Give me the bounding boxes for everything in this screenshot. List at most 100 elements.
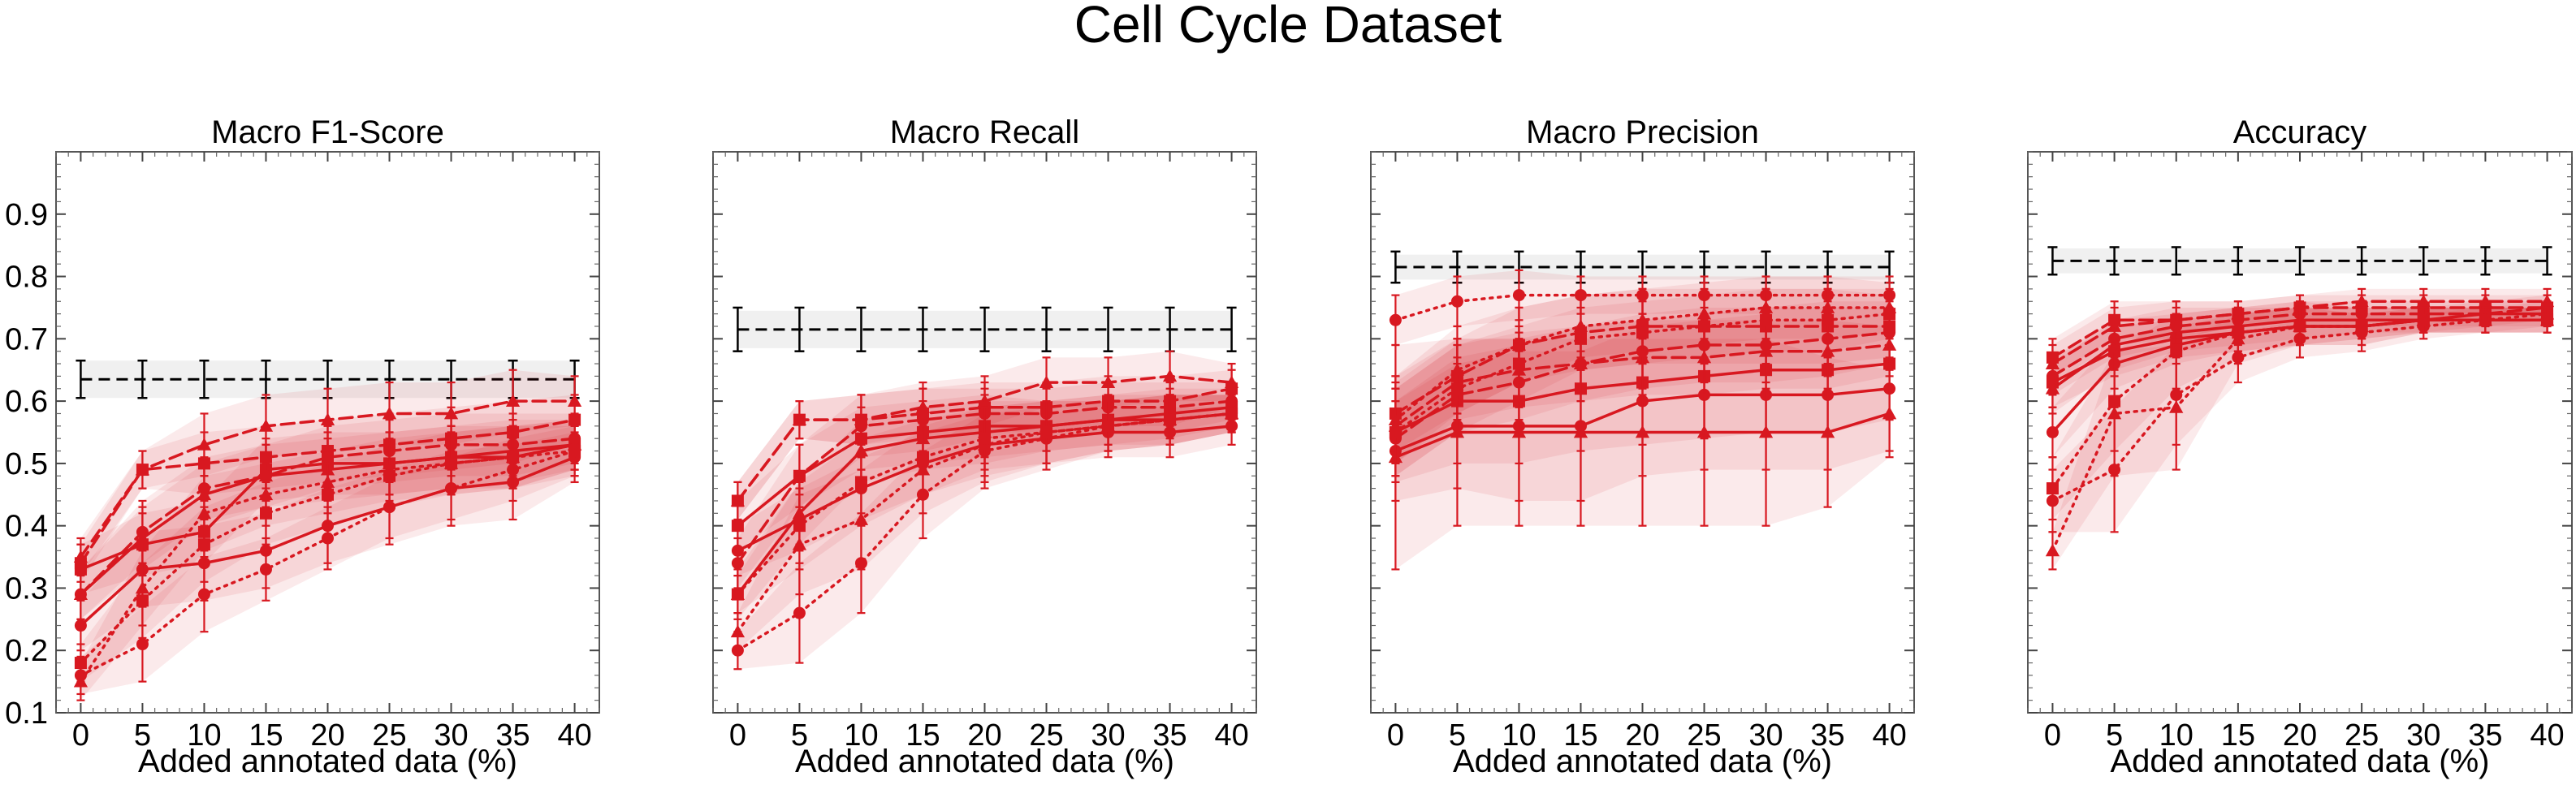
y-tick-label: 0.1	[5, 697, 48, 731]
y-tick-label: 0.3	[5, 571, 48, 606]
data-point	[197, 588, 210, 601]
panel-macro-recall: Macro Recall Added annotated data (%) 0 5…	[712, 114, 1257, 779]
baseline-error-bar	[137, 359, 148, 399]
panel-macro-precision: Macro Precision Added annotated data (%)…	[1370, 114, 1915, 779]
data-point	[322, 488, 334, 501]
data-point	[2541, 313, 2554, 326]
x-tick-label: 0	[1387, 718, 1404, 753]
data-point	[2355, 320, 2368, 333]
x-tick-label: 30	[434, 718, 468, 753]
x-tick-label: 0	[729, 718, 746, 753]
data-point	[1635, 425, 1650, 438]
data-point	[1102, 420, 1115, 433]
series-5-line	[79, 437, 577, 596]
data-point	[136, 638, 149, 651]
x-tick-label: 15	[905, 718, 940, 753]
panel-title: Macro Precision	[1526, 114, 1759, 150]
x-tick-label: 25	[2345, 718, 2379, 753]
data-point	[1698, 320, 1711, 333]
data-point	[74, 619, 87, 632]
data-point	[1511, 425, 1527, 438]
data-point	[383, 469, 396, 482]
data-point	[916, 451, 929, 464]
series-8	[74, 425, 581, 683]
data-point	[1573, 425, 1588, 438]
baseline-error-bar	[1390, 250, 1401, 284]
data-point	[259, 507, 272, 520]
x-tick-label: 20	[1625, 718, 1659, 753]
x-tick-label: 35	[2468, 718, 2502, 753]
y-tick-label: 0.2	[5, 634, 48, 668]
baseline-error-bar	[2171, 246, 2181, 276]
panel-macro-f1-score: Macro F1-Score Added annotated data (%) …	[5, 114, 600, 779]
baseline-error-bar	[918, 306, 928, 352]
x-axis-label: Added annotated data (%)	[1453, 744, 1832, 779]
data-point	[2479, 313, 2492, 326]
x-tick-label: 30	[2406, 718, 2440, 753]
data-point	[793, 520, 806, 533]
data-point	[136, 594, 149, 607]
baseline-error-bar	[2109, 246, 2120, 276]
data-point	[793, 469, 806, 482]
x-axis-label: Added annotated data (%)	[2110, 744, 2489, 779]
data-point	[730, 624, 746, 638]
x-tick-label: 35	[495, 718, 529, 753]
x-tick-label: 40	[557, 718, 591, 753]
data-point	[322, 532, 334, 545]
x-tick-label: 25	[1029, 718, 1063, 753]
data-point	[731, 494, 744, 507]
data-point	[793, 606, 806, 619]
data-point	[197, 538, 210, 551]
x-axis-label: Added annotated data (%)	[138, 744, 517, 779]
x-tick-label: 5	[134, 718, 151, 753]
x-tick-label: 30	[1748, 718, 1783, 753]
panel-accuracy: Accuracy Added annotated data (%) 0 5 10 15…	[2027, 114, 2573, 779]
data-point	[1389, 426, 1402, 438]
x-tick-label: 35	[1152, 718, 1186, 753]
x-tick-label: 5	[2106, 718, 2123, 753]
series-8	[2046, 306, 2554, 521]
plot-area	[730, 306, 1239, 671]
data-point	[136, 525, 149, 538]
baseline-error-bar	[2295, 246, 2305, 276]
baseline-error-bar	[2542, 246, 2552, 276]
y-tick-label: 0.6	[5, 385, 48, 419]
plot-area	[1388, 250, 1897, 571]
baseline-error-bar	[794, 306, 805, 352]
series-5-line	[736, 399, 1234, 565]
plot-area	[2045, 246, 2555, 571]
series-8	[1389, 287, 1896, 477]
data-point	[731, 557, 744, 570]
data-point	[1696, 425, 1712, 438]
y-tick-label: 0.5	[5, 447, 48, 481]
data-point	[2232, 326, 2245, 339]
series-4-line	[736, 387, 1234, 502]
panel-title: Accuracy	[2233, 114, 2367, 150]
data-point	[2293, 320, 2306, 333]
data-point	[1574, 332, 1587, 345]
baseline-error-bar	[1226, 306, 1237, 352]
data-point	[2170, 345, 2183, 358]
x-tick-label: 0	[72, 718, 89, 753]
series-8-line	[79, 449, 577, 665]
data-point	[1040, 426, 1053, 438]
baseline-error-bar	[2232, 246, 2243, 276]
data-point	[1225, 407, 1238, 420]
x-tick-label: 15	[249, 718, 283, 753]
data-point	[1636, 326, 1649, 339]
x-tick-label: 35	[1810, 718, 1844, 753]
data-point	[1450, 295, 1463, 308]
data-point	[1450, 382, 1463, 395]
data-point	[731, 588, 744, 601]
baseline-error-bar	[76, 359, 86, 399]
series-7-line	[1394, 306, 1891, 421]
data-point	[136, 464, 149, 477]
series-8-line	[2051, 318, 2549, 490]
x-tick-label: 10	[844, 718, 878, 753]
data-point	[2046, 369, 2059, 382]
x-tick-label: 25	[372, 718, 406, 753]
data-point	[445, 457, 458, 470]
series-8	[731, 394, 1238, 615]
data-point	[74, 657, 87, 670]
x-axis-label: Added annotated data (%)	[795, 744, 1174, 779]
